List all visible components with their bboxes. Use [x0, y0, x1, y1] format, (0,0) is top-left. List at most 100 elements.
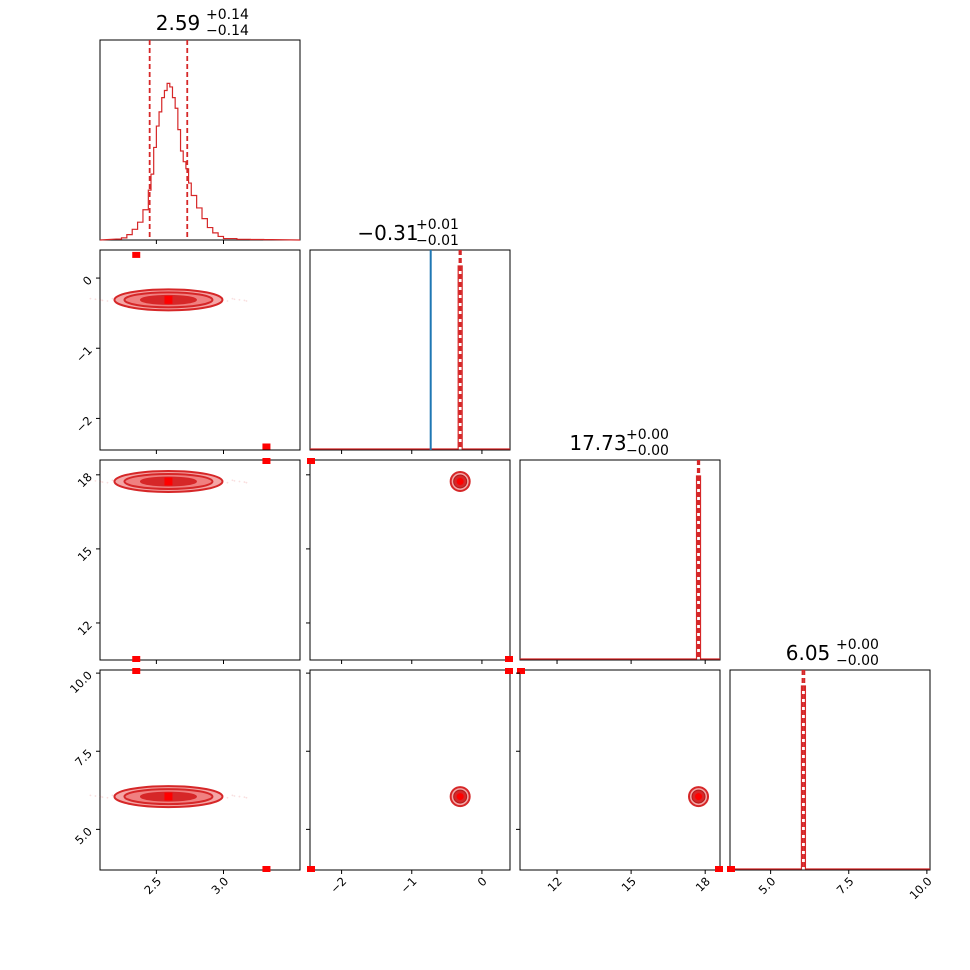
title-value: 2.59 — [156, 11, 201, 35]
histogram-3 — [730, 685, 930, 870]
histogram-0 — [99, 82, 301, 241]
scatter-point — [245, 481, 248, 484]
y-tick-label: 12 — [75, 618, 95, 638]
x-tick-label: 7.5 — [834, 874, 857, 897]
center-marker — [164, 477, 173, 486]
center-marker — [695, 793, 703, 801]
scatter-point — [238, 795, 241, 798]
y-tick-label: 7.5 — [72, 746, 95, 769]
histogram-1 — [310, 265, 510, 450]
outlier-marker — [132, 668, 141, 674]
scatter-point — [233, 298, 236, 301]
diag-panel-1: −0.31+0.01−0.01 — [309, 217, 511, 451]
y-tick-label: 5.0 — [72, 824, 95, 847]
scatter-point — [231, 794, 234, 797]
scatter-point — [243, 299, 246, 302]
scatter-point — [238, 480, 241, 483]
scatter-point — [111, 479, 114, 482]
center-marker — [456, 793, 464, 801]
diag-panel-2: 17.73 +0.00−0.00 — [519, 427, 721, 661]
title-upper: +0.00 — [836, 637, 879, 653]
scatter-point — [238, 298, 241, 301]
scatter-point — [99, 795, 102, 798]
scatter-point — [245, 796, 248, 799]
scatter-point — [111, 297, 114, 300]
y-tick-label: 10.0 — [67, 668, 95, 696]
panel-frame — [99, 459, 301, 661]
scatter-point — [231, 479, 234, 482]
title-lower: −0.00 — [626, 443, 669, 459]
panel-frame — [519, 669, 721, 871]
scatter-point — [94, 795, 97, 797]
x-tick-label: 3.0 — [208, 874, 231, 897]
x-tick-label: 18 — [693, 874, 713, 894]
panel-3-0 — [89, 669, 301, 871]
scatter-point — [233, 795, 236, 797]
scatter-point — [226, 481, 229, 484]
x-tick-label: −1 — [398, 874, 420, 896]
scatter-point — [99, 480, 102, 483]
panel-frame — [99, 669, 301, 871]
outlier-marker — [132, 251, 141, 258]
scatter-point — [99, 298, 102, 301]
outlier-marker — [307, 458, 315, 464]
title-value: 6.05 — [786, 641, 831, 665]
panel-3-2 — [519, 669, 721, 871]
title-lower: −0.00 — [836, 653, 879, 669]
y-tick-label: −1 — [73, 343, 95, 365]
scatter-point — [243, 796, 246, 799]
scatter-point — [226, 796, 229, 799]
y-tick-label: 18 — [75, 470, 95, 490]
title-value: −0.31 — [357, 221, 418, 245]
diag-panel-0: 2.59 +0.14−0.14 — [99, 7, 301, 241]
title-upper: +0.01 — [416, 217, 459, 233]
x-tick-label: 0 — [475, 874, 490, 889]
scatter-point — [226, 300, 229, 302]
outlier-marker — [132, 656, 141, 662]
scatter-point — [106, 481, 109, 484]
outlier-marker — [517, 668, 525, 674]
title-upper: +0.00 — [626, 427, 669, 443]
outlier-marker — [262, 458, 271, 464]
scatter-point — [106, 796, 109, 799]
panel-frame — [99, 39, 301, 241]
panel-frame — [309, 669, 511, 871]
panel-2-1 — [309, 459, 511, 661]
outlier-marker — [715, 866, 723, 872]
scatter-point — [233, 479, 236, 482]
y-tick-label: −2 — [73, 413, 95, 435]
panel-3-1 — [309, 669, 511, 871]
x-tick-label: 2.5 — [141, 874, 164, 897]
outlier-marker — [505, 668, 513, 674]
scatter-point — [101, 796, 104, 799]
outlier-marker — [307, 866, 315, 872]
scatter-point — [94, 298, 97, 301]
scatter-point — [245, 300, 248, 302]
panel-frame — [99, 249, 301, 451]
outlier-marker — [727, 866, 735, 872]
y-tick-label: 0 — [80, 273, 95, 288]
panel-frame — [309, 459, 511, 661]
center-marker — [456, 477, 464, 485]
center-marker — [164, 295, 173, 304]
panel-frame — [729, 669, 931, 871]
diag-panel-3: 6.05 +0.00−0.00 — [729, 637, 931, 871]
scatter-point — [89, 479, 92, 482]
scatter-point — [106, 300, 109, 302]
panel-1-0 — [89, 249, 301, 451]
outlier-marker — [505, 656, 513, 662]
outlier-marker — [262, 866, 271, 872]
title-lower: −0.14 — [206, 23, 249, 39]
histogram-2 — [520, 475, 720, 660]
scatter-point — [94, 479, 97, 482]
scatter-point — [89, 297, 92, 300]
outlier-marker — [262, 443, 271, 450]
title-value: 17.73 — [569, 431, 626, 455]
title-upper: +0.14 — [206, 7, 249, 23]
scatter-point — [111, 794, 114, 797]
panel-2-0 — [89, 459, 301, 661]
y-tick-label: 15 — [75, 544, 95, 564]
panel-frame — [309, 249, 511, 451]
scatter-point — [101, 299, 104, 302]
